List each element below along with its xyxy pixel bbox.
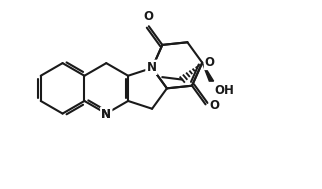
Text: O: O bbox=[209, 99, 219, 112]
Text: N: N bbox=[101, 108, 111, 121]
Text: O: O bbox=[144, 10, 154, 22]
Polygon shape bbox=[202, 63, 213, 81]
Text: OH: OH bbox=[214, 84, 234, 97]
Text: N: N bbox=[101, 108, 111, 121]
Text: O: O bbox=[205, 56, 215, 69]
Text: N: N bbox=[147, 61, 156, 74]
